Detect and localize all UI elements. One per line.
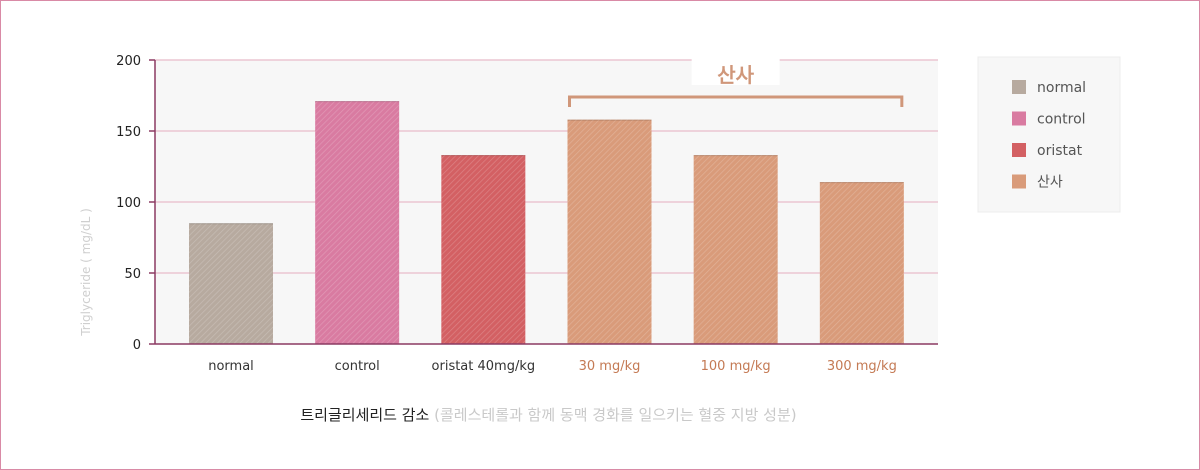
legend-swatch — [1012, 174, 1026, 189]
legend-label: control — [1037, 112, 1086, 128]
legend-label: oristat — [1037, 143, 1083, 159]
y-tick-label: 100 — [116, 196, 141, 211]
legend-swatch — [1012, 143, 1026, 157]
legend-label: normal — [1037, 80, 1086, 96]
bar-hatch — [819, 182, 904, 344]
legend-swatch — [1012, 111, 1026, 126]
legend-label: 산사 — [1037, 175, 1063, 191]
bracket-label: 산사 — [717, 63, 754, 87]
bar-hatch — [315, 101, 400, 345]
caption-main: 트리글리세리드 감소 — [300, 406, 430, 424]
bar-hatch — [567, 119, 652, 344]
y-tick-label: 0 — [133, 338, 141, 353]
legend-box — [977, 56, 1121, 213]
x-tick-label: control — [335, 359, 380, 374]
y-tick-label: 200 — [116, 54, 141, 69]
y-tick-label: 50 — [124, 267, 141, 282]
legend-swatch — [1012, 80, 1026, 94]
bar-hatch — [189, 223, 273, 344]
y-axis-label: Triglyceride ( mg/dL ) — [79, 208, 93, 337]
bar-hatch — [441, 155, 526, 344]
x-tick-label: oristat 40mg/kg — [432, 359, 536, 374]
chart-caption: 트리글리세리드 감소 (콜레스테롤과 함께 동맥 경화를 일으키는 혈중 지방 … — [0, 404, 1097, 425]
y-tick-label: 150 — [116, 125, 141, 140]
x-tick-label: normal — [208, 359, 254, 374]
group-bracket — [568, 95, 904, 107]
bracket-label-bg — [691, 55, 780, 85]
x-tick-label: 300 mg/kg — [827, 359, 897, 374]
caption-sub: (콜레스테롤과 함께 동맥 경화를 일으키는 혈중 지방 성분) — [434, 406, 797, 424]
bar-hatch — [693, 155, 778, 344]
x-tick-label: 30 mg/kg — [579, 359, 641, 374]
x-tick-label: 100 mg/kg — [701, 359, 771, 374]
